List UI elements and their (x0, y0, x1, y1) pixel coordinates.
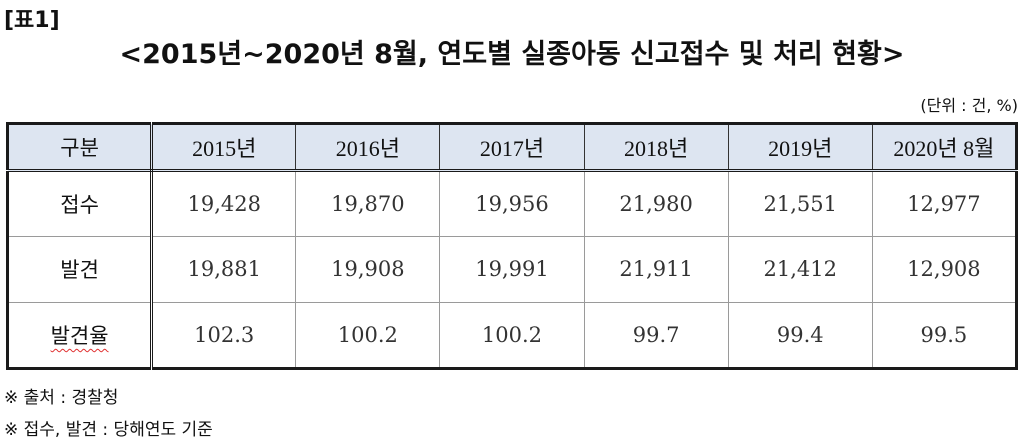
table-cell: 12,977 (871, 170, 1018, 238)
missing-children-table: 구분 2015년 2016년 2017년 2018년 2019년 2020년 8… (6, 122, 1018, 370)
table-row-found: 발견 19,881 19,908 19,991 21,911 21,412 12… (6, 236, 1018, 303)
row-label-text: 발견율 (50, 323, 109, 348)
basis-note: ※ 접수, 발견 : 당해연도 기준 (4, 420, 213, 440)
table-cell: 99.5 (871, 302, 1018, 369)
table-cell: 21,980 (583, 170, 729, 238)
table-cell: 12,908 (871, 236, 1018, 303)
table-cell: 21,551 (727, 170, 873, 238)
table-cell: 99.7 (583, 302, 729, 369)
table-cell: 19,991 (439, 236, 585, 303)
table-cell: 19,870 (295, 170, 441, 238)
table-cell: 99.4 (727, 302, 873, 369)
table-header-row: 구분 2015년 2016년 2017년 2018년 2019년 2020년 8… (6, 123, 1018, 172)
table-cell: 19,881 (151, 236, 297, 303)
header-2018: 2018년 (583, 123, 729, 172)
row-label-reports: 접수 (6, 170, 154, 238)
header-2016: 2016년 (295, 123, 441, 172)
table-cell: 100.2 (439, 302, 585, 369)
table-row-reports: 접수 19,428 19,870 19,956 21,980 21,551 12… (6, 170, 1018, 238)
table-row-found-rate: 발견율 102.3 100.2 100.2 99.7 99.4 99.5 (6, 302, 1018, 369)
table-cell: 102.3 (151, 302, 297, 369)
table-cell: 100.2 (295, 302, 441, 369)
row-label-found: 발견 (6, 236, 154, 303)
source-note: ※ 출처 : 경찰청 (4, 388, 119, 408)
table-cell: 19,428 (151, 170, 297, 238)
header-2019: 2019년 (727, 123, 873, 172)
header-2020-aug: 2020년 8월 (871, 123, 1018, 172)
page-title: <2015년~2020년 8월, 연도별 실종아동 신고접수 및 처리 현황> (119, 39, 905, 70)
row-label-found-rate: 발견율 (6, 302, 154, 369)
header-2015: 2015년 (151, 123, 297, 172)
table-cell: 19,908 (295, 236, 441, 303)
header-2017: 2017년 (439, 123, 585, 172)
header-category: 구분 (6, 123, 154, 172)
unit-label: (단위 : 건, %) (920, 96, 1018, 115)
table-cell: 21,911 (583, 236, 729, 303)
table-number-label: [표1] (4, 8, 60, 33)
table-cell: 21,412 (727, 236, 873, 303)
table-cell: 19,956 (439, 170, 585, 238)
